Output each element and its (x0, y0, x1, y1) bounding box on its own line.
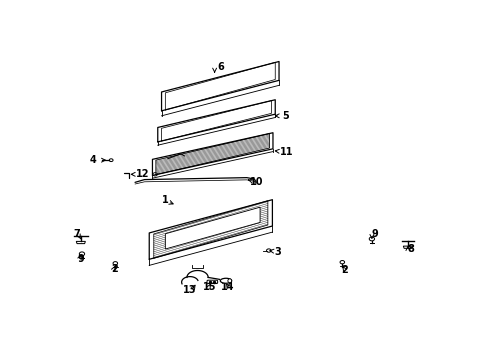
Text: 6: 6 (217, 62, 223, 72)
Polygon shape (76, 242, 85, 244)
Polygon shape (161, 62, 279, 111)
Text: 10: 10 (249, 177, 263, 187)
FancyBboxPatch shape (206, 280, 217, 284)
Text: 13: 13 (183, 285, 196, 296)
Text: 3: 3 (274, 247, 281, 257)
Text: 11: 11 (279, 147, 292, 157)
Text: 9: 9 (370, 229, 377, 239)
Text: 2: 2 (341, 265, 347, 275)
Text: 4: 4 (90, 155, 97, 165)
Text: 8: 8 (407, 244, 413, 254)
Text: 9: 9 (77, 254, 84, 264)
Ellipse shape (220, 278, 231, 283)
Text: 5: 5 (282, 111, 288, 121)
Polygon shape (403, 246, 411, 248)
Text: 1: 1 (162, 195, 168, 205)
Text: 2: 2 (111, 264, 117, 274)
Polygon shape (152, 133, 272, 175)
Text: 7: 7 (73, 229, 80, 239)
Ellipse shape (227, 279, 231, 283)
Text: 15: 15 (203, 282, 216, 292)
Text: 12: 12 (136, 169, 149, 179)
Text: 14: 14 (221, 282, 234, 292)
Polygon shape (158, 100, 275, 142)
Polygon shape (165, 207, 260, 249)
Polygon shape (149, 200, 272, 259)
